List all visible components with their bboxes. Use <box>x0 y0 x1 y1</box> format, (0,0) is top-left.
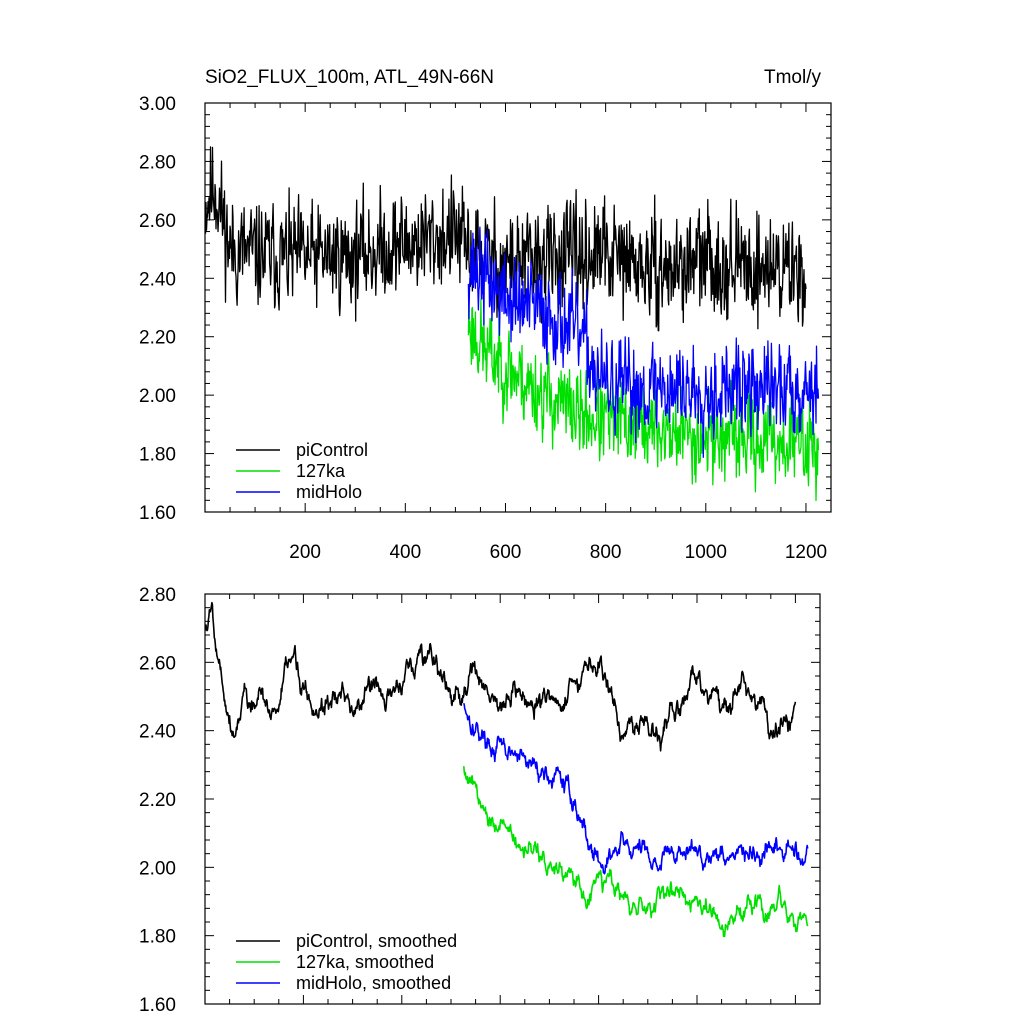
y-tick-label: 1.60 <box>139 503 176 524</box>
x-tick-label: 1000 <box>685 542 727 563</box>
series-line-127ka-smoothed <box>463 766 809 938</box>
series-line-midholo <box>467 226 820 458</box>
y-tick-label: 2.60 <box>139 653 176 674</box>
y-tick-label: 2.40 <box>139 722 176 743</box>
legend-label: 127ka <box>296 461 346 481</box>
y-tick-label: 2.80 <box>139 152 176 173</box>
units-label: Tmol/y <box>764 67 822 88</box>
x-tick-label: 600 <box>490 542 522 563</box>
y-tick-label: 1.60 <box>139 995 176 1016</box>
y-tick-label: 2.20 <box>139 328 176 349</box>
y-tick-label: 1.80 <box>139 927 176 948</box>
chart-title: SiO2_FLUX_100m, ATL_49N-66N <box>205 67 494 88</box>
chart-panel-bottom: 1.60 1.80 2.00 2.20 2.40 2.60 2.80 piControl, s… <box>139 585 821 1016</box>
x-tick-label: 1200 <box>785 542 827 563</box>
series-line-picontrol-smoothed <box>205 601 797 752</box>
legend-label: piControl <box>296 440 368 460</box>
y-tick-label: 3.00 <box>139 94 176 115</box>
y-tick-label: 2.60 <box>139 211 176 232</box>
legend-label: midHolo, smoothed <box>296 973 451 993</box>
series-line-picontrol <box>205 146 807 332</box>
x-tick-label: 200 <box>289 542 321 563</box>
plot-frame <box>204 102 832 513</box>
y-tick-label: 2.00 <box>139 858 176 879</box>
chart-panel-top: 1.60 1.80 2.00 2.20 2.40 2.60 2.80 3.00 200 400 60… <box>139 67 832 563</box>
y-tick-label: 1.80 <box>139 445 176 466</box>
series-line-midholo-smoothed <box>463 702 809 875</box>
y-tick-label: 2.00 <box>139 386 176 407</box>
x-tick-label: 800 <box>590 542 622 563</box>
legend-label: midHolo <box>296 482 362 502</box>
series-line-127ka <box>467 298 820 502</box>
y-tick-label: 2.80 <box>139 585 176 606</box>
legend-label: piControl, smoothed <box>296 931 457 951</box>
y-tick-label: 2.20 <box>139 790 176 811</box>
y-tick-label: 2.40 <box>139 269 176 290</box>
x-tick-label: 400 <box>389 542 421 563</box>
legend-label: 127ka, smoothed <box>296 952 434 972</box>
